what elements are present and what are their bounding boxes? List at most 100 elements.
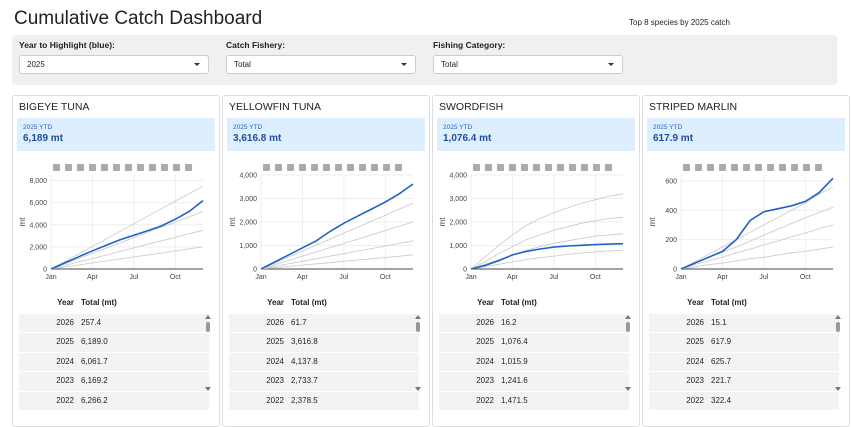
scroll-down[interactable] (205, 387, 211, 391)
tool-icon[interactable] (497, 164, 504, 171)
tool-icon[interactable] (263, 164, 270, 171)
y-tick-label: 3,000 (449, 196, 467, 203)
tool-icon[interactable] (347, 164, 354, 171)
x-tick-label: Jul (759, 274, 768, 281)
tool-icon[interactable] (383, 164, 390, 171)
tool-icon[interactable] (731, 164, 738, 171)
x-tick-label: Jul (339, 274, 348, 281)
scroll-thumb[interactable] (416, 322, 420, 332)
series-line (680, 224, 834, 270)
tool-icon[interactable] (803, 164, 810, 171)
tool-icon[interactable] (473, 164, 480, 171)
toolbar (473, 158, 617, 171)
tool-icon[interactable] (485, 164, 492, 171)
panel-title: YELLOWFIN TUNA (229, 101, 321, 113)
toolbar (683, 158, 827, 171)
tool-icon[interactable] (77, 164, 84, 171)
tool-icon[interactable] (545, 164, 552, 171)
table-row: 2022 322.4 (649, 390, 839, 410)
tool-icon[interactable] (101, 164, 108, 171)
x-tick-label: Jan (465, 274, 476, 281)
tool-icon[interactable] (593, 164, 600, 171)
table-cell: 3,616.8 (291, 337, 318, 346)
scroll-up[interactable] (205, 315, 211, 319)
tool-icon[interactable] (521, 164, 528, 171)
series-line (50, 199, 204, 270)
x-tick-label: Jul (129, 274, 138, 281)
tool-icon[interactable] (125, 164, 132, 171)
table-cell: 1,015.9 (501, 356, 528, 366)
x-tick-label: Apr (87, 274, 99, 281)
tool-icon[interactable] (767, 164, 774, 171)
scroll-up[interactable] (835, 315, 841, 319)
tool-icon[interactable] (509, 164, 516, 171)
tool-icon[interactable] (173, 164, 180, 171)
scroll-thumb[interactable] (626, 322, 630, 332)
scroll-down[interactable] (625, 387, 631, 391)
tool-icon[interactable] (719, 164, 726, 171)
tool-icon[interactable] (683, 164, 690, 171)
y-tick-label: 4,000 (239, 173, 257, 180)
tool-icon[interactable] (743, 164, 750, 171)
column-header: Year (267, 298, 284, 307)
tool-icon[interactable] (65, 164, 72, 171)
tool-icon[interactable] (89, 164, 96, 171)
panel-title: SWORDFISH (439, 101, 504, 113)
tool-icon[interactable] (707, 164, 714, 171)
page: Cumulative Catch Dashboard Year to Highl… (12, 8, 850, 427)
scroll-down[interactable] (415, 387, 421, 391)
series-line (260, 240, 414, 270)
tool-icon[interactable] (533, 164, 540, 171)
chart: 0 2,000 4,000 6,000 8,000 Jan Apr Jul Oct mt (18, 175, 204, 281)
tool-icon[interactable] (815, 164, 822, 171)
tool-icon[interactable] (53, 164, 60, 171)
filter-select[interactable]: 2025 (19, 55, 209, 74)
table-row: 2023 1,241.6 (439, 371, 629, 391)
note: Top 8 species by 2025 catch (629, 18, 730, 27)
scroll-thumb[interactable] (206, 322, 210, 332)
tool-icon[interactable] (323, 164, 330, 171)
tool-icon[interactable] (275, 164, 282, 171)
series-line (470, 233, 624, 270)
filter-select[interactable]: Total (433, 55, 623, 74)
tool-icon[interactable] (287, 164, 294, 171)
ytd-label: 2025 YTD (653, 124, 683, 131)
tool-icon[interactable] (557, 164, 564, 171)
tool-icon[interactable] (791, 164, 798, 171)
y-tick-label: 3,000 (239, 196, 257, 203)
tool-icon[interactable] (161, 164, 168, 171)
tool-icon[interactable] (299, 164, 306, 171)
scroll-down[interactable] (835, 387, 841, 391)
x-tick-label: Apr (297, 274, 309, 281)
tool-icon[interactable] (311, 164, 318, 171)
filter-select[interactable]: Total (226, 55, 416, 74)
scroll-up[interactable] (625, 315, 631, 319)
tool-icon[interactable] (605, 164, 612, 171)
tool-icon[interactable] (395, 164, 402, 171)
tool-icon[interactable] (335, 164, 342, 171)
scrollbar (835, 315, 841, 391)
tool-icon[interactable] (185, 164, 192, 171)
tool-icon[interactable] (779, 164, 786, 171)
tool-icon[interactable] (137, 164, 144, 171)
tool-icon[interactable] (581, 164, 588, 171)
scroll-thumb[interactable] (836, 322, 840, 332)
tool-icon[interactable] (113, 164, 120, 171)
tool-icon[interactable] (149, 164, 156, 171)
scroll-up[interactable] (415, 315, 421, 319)
tool-icon[interactable] (359, 164, 366, 171)
tool-icon[interactable] (755, 164, 762, 171)
tool-icon[interactable] (569, 164, 576, 171)
x-tick-label: Jan (675, 274, 686, 281)
tool-icon[interactable] (695, 164, 702, 171)
species-panel: STRIPED MARLIN 2025 YTD 617.9 mt 0 200 400 600… (642, 95, 850, 427)
table-cell: 2024 (56, 356, 74, 366)
x-tick-label: Oct (590, 274, 601, 281)
table-cell: 6,061.7 (81, 356, 108, 366)
table-cell: 2,733.7 (291, 376, 318, 385)
table-cell: 2023 (686, 376, 704, 385)
tool-icon[interactable] (371, 164, 378, 171)
series-line (50, 185, 204, 270)
x-tick-label: Oct (170, 274, 181, 281)
table-cell: 1,076.4 (501, 337, 528, 346)
